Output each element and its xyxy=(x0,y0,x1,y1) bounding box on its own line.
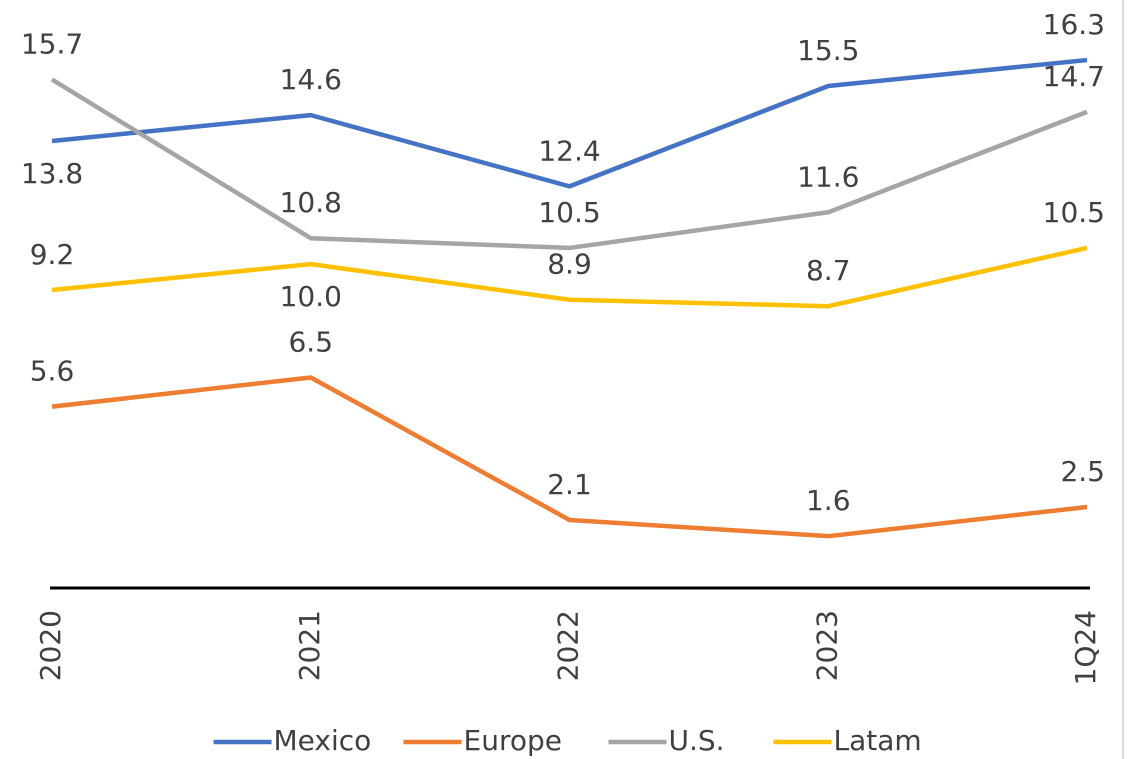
x-tick-label: 1Q24 xyxy=(1069,610,1102,685)
x-tick-label: 2022 xyxy=(552,610,585,681)
data-label: 8.9 xyxy=(547,248,592,281)
data-label: 5.6 xyxy=(30,355,75,388)
data-label: 15.5 xyxy=(797,34,859,67)
x-tick-label: 2023 xyxy=(810,610,843,681)
data-label: 8.7 xyxy=(806,254,851,287)
legend-label: Europe xyxy=(464,724,562,757)
data-label: 10.5 xyxy=(538,196,600,229)
data-label: 2.1 xyxy=(547,468,592,501)
data-label: 12.4 xyxy=(538,134,600,167)
data-label: 10.5 xyxy=(1043,196,1105,229)
legend-label: Mexico xyxy=(274,724,372,757)
data-label: 9.2 xyxy=(30,238,75,271)
data-label: 1.6 xyxy=(806,484,851,517)
x-tick-label: 2020 xyxy=(34,610,67,681)
data-label: 10.8 xyxy=(280,186,342,219)
data-label: 11.6 xyxy=(797,160,859,193)
data-label: 10.0 xyxy=(280,280,342,313)
data-label: 13.8 xyxy=(21,157,83,190)
data-label: 2.5 xyxy=(1060,455,1105,488)
series-line xyxy=(51,245,1088,309)
series-line xyxy=(51,375,1088,539)
data-label: 16.3 xyxy=(1043,8,1105,41)
data-label: 15.7 xyxy=(21,27,83,60)
legend-label: U.S. xyxy=(669,724,725,757)
x-tick-label: 2021 xyxy=(293,610,326,681)
data-label: 14.7 xyxy=(1043,60,1105,93)
data-label: 6.5 xyxy=(288,325,333,358)
data-label: 14.6 xyxy=(280,63,342,96)
legend-label: Latam xyxy=(834,724,922,757)
series-line xyxy=(50,77,1088,251)
series-line xyxy=(51,57,1088,189)
